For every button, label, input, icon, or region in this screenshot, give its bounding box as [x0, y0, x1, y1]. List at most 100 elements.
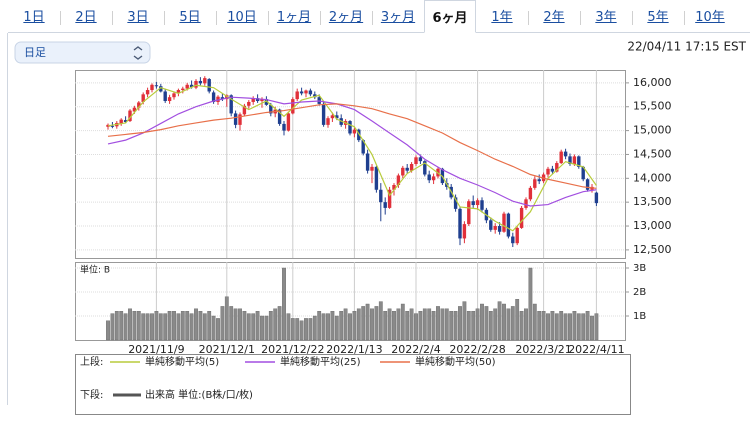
interval-select-text[interactable]: 日足	[24, 46, 46, 59]
volume-bar	[229, 306, 234, 341]
interval-select[interactable]	[14, 41, 151, 64]
candle-body	[220, 97, 225, 100]
candle-body	[189, 84, 194, 88]
volume-bar	[436, 306, 440, 341]
select-chevron[interactable]	[133, 46, 143, 60]
candle-body	[594, 192, 599, 204]
timestamp: 22/04/11 17:15 EST	[627, 40, 746, 54]
candle-body	[581, 166, 585, 180]
volume-bar	[370, 308, 374, 341]
volume-bar	[326, 313, 330, 341]
candle-body	[392, 184, 396, 190]
volume-bar	[400, 303, 405, 341]
volume-bar	[264, 315, 269, 341]
candle-body	[559, 151, 563, 164]
volume-bar	[576, 313, 581, 341]
candle-body	[304, 90, 308, 94]
volume-bar	[537, 311, 542, 341]
volume-bar	[308, 318, 313, 341]
volume-bar	[224, 296, 229, 341]
volume-bar	[458, 306, 462, 341]
volume-bar	[277, 306, 282, 341]
candle-body	[462, 224, 467, 239]
volume-bar	[312, 315, 317, 341]
candle-body	[537, 179, 541, 182]
volume-bar	[392, 311, 396, 341]
volume-bar	[216, 318, 220, 341]
candle-body	[374, 166, 379, 190]
candle-body	[321, 103, 326, 125]
volume-bar	[572, 311, 577, 341]
candle-body	[110, 125, 115, 127]
candle-body	[475, 200, 480, 206]
y-tick-label: 12,500	[633, 243, 672, 256]
candle-body	[577, 156, 581, 167]
range-tab[interactable]: 1日	[23, 10, 45, 25]
range-tab[interactable]: 6ヶ月	[424, 0, 476, 33]
volume-bar	[515, 299, 520, 341]
volume-bar	[154, 311, 159, 341]
candle-body	[387, 189, 392, 208]
moving-average-line	[107, 84, 597, 232]
range-tab[interactable]: 1ヶ月	[268, 0, 320, 32]
range-tab[interactable]: 2日	[60, 0, 112, 32]
candle-body	[132, 107, 137, 112]
legend-entry: 単純移動平均(5)	[145, 355, 219, 368]
range-tab[interactable]: 2年	[528, 0, 580, 32]
x-tick-label: 2021/12/22	[261, 343, 324, 356]
candle-body	[431, 176, 436, 181]
volume-bar	[132, 311, 137, 341]
volume-bar	[207, 311, 212, 341]
volume-bar	[466, 311, 471, 341]
volume-bar	[528, 267, 533, 341]
candle-body	[255, 98, 260, 102]
range-tab[interactable]: 2ヶ月	[320, 0, 372, 32]
candle-body	[383, 202, 387, 208]
volume-bar	[238, 308, 242, 341]
volume-bar	[202, 313, 207, 341]
volume-bar	[286, 313, 291, 341]
range-tab[interactable]: 3日	[112, 0, 164, 32]
volume-bar	[106, 320, 110, 341]
candle-body	[379, 189, 383, 203]
range-tab[interactable]: 10年	[684, 0, 736, 32]
range-tab[interactable]: 5日	[164, 0, 216, 32]
volume-bar	[541, 311, 546, 341]
volume-bar	[493, 308, 498, 341]
range-tabs: 1日 2日 3日 5日 10日 1ヶ月 2ヶ月 3ヶ月 6ヶ月 1年 2年 3年 5年 10年	[8, 0, 750, 33]
candle-body	[348, 121, 352, 134]
range-tab[interactable]: 10日	[216, 0, 268, 32]
volume-bar	[334, 315, 339, 341]
volume-bar	[180, 311, 185, 341]
volume-bar	[290, 318, 295, 341]
volume-bar	[172, 311, 176, 341]
volume-bar	[167, 311, 172, 341]
range-tab[interactable]: 3ヶ月	[372, 0, 424, 32]
volume-bar	[233, 308, 238, 341]
volume-bar	[141, 313, 146, 341]
candle-body	[286, 113, 291, 131]
legend-entry: 単純移動平均(50)	[415, 355, 496, 368]
candle-body	[154, 85, 159, 87]
candle-body	[167, 97, 172, 102]
candle-body	[308, 90, 313, 95]
candle-body	[572, 156, 577, 164]
range-tab[interactable]: 1年	[491, 10, 513, 25]
range-tab[interactable]: 3年	[580, 0, 632, 32]
volume-bar	[361, 306, 366, 341]
x-tick-label: 2022/4/11	[568, 343, 624, 356]
volume-bar	[405, 311, 410, 341]
candle-body	[203, 78, 207, 84]
volume-bar	[128, 308, 132, 341]
candle-body	[418, 157, 423, 162]
candle-body	[405, 167, 409, 171]
range-tab[interactable]: 5年	[632, 0, 684, 32]
candle-body	[242, 105, 247, 115]
candle-body	[150, 84, 154, 91]
volume-bar	[383, 311, 388, 341]
legend-volume-text: 出来高 単位:(B株/口/枚)	[145, 388, 253, 401]
legend-lower-label: 下段:	[80, 388, 103, 401]
candle-body	[458, 208, 462, 239]
y-tick-label: 14,500	[633, 147, 672, 160]
volume-bar	[409, 308, 414, 341]
